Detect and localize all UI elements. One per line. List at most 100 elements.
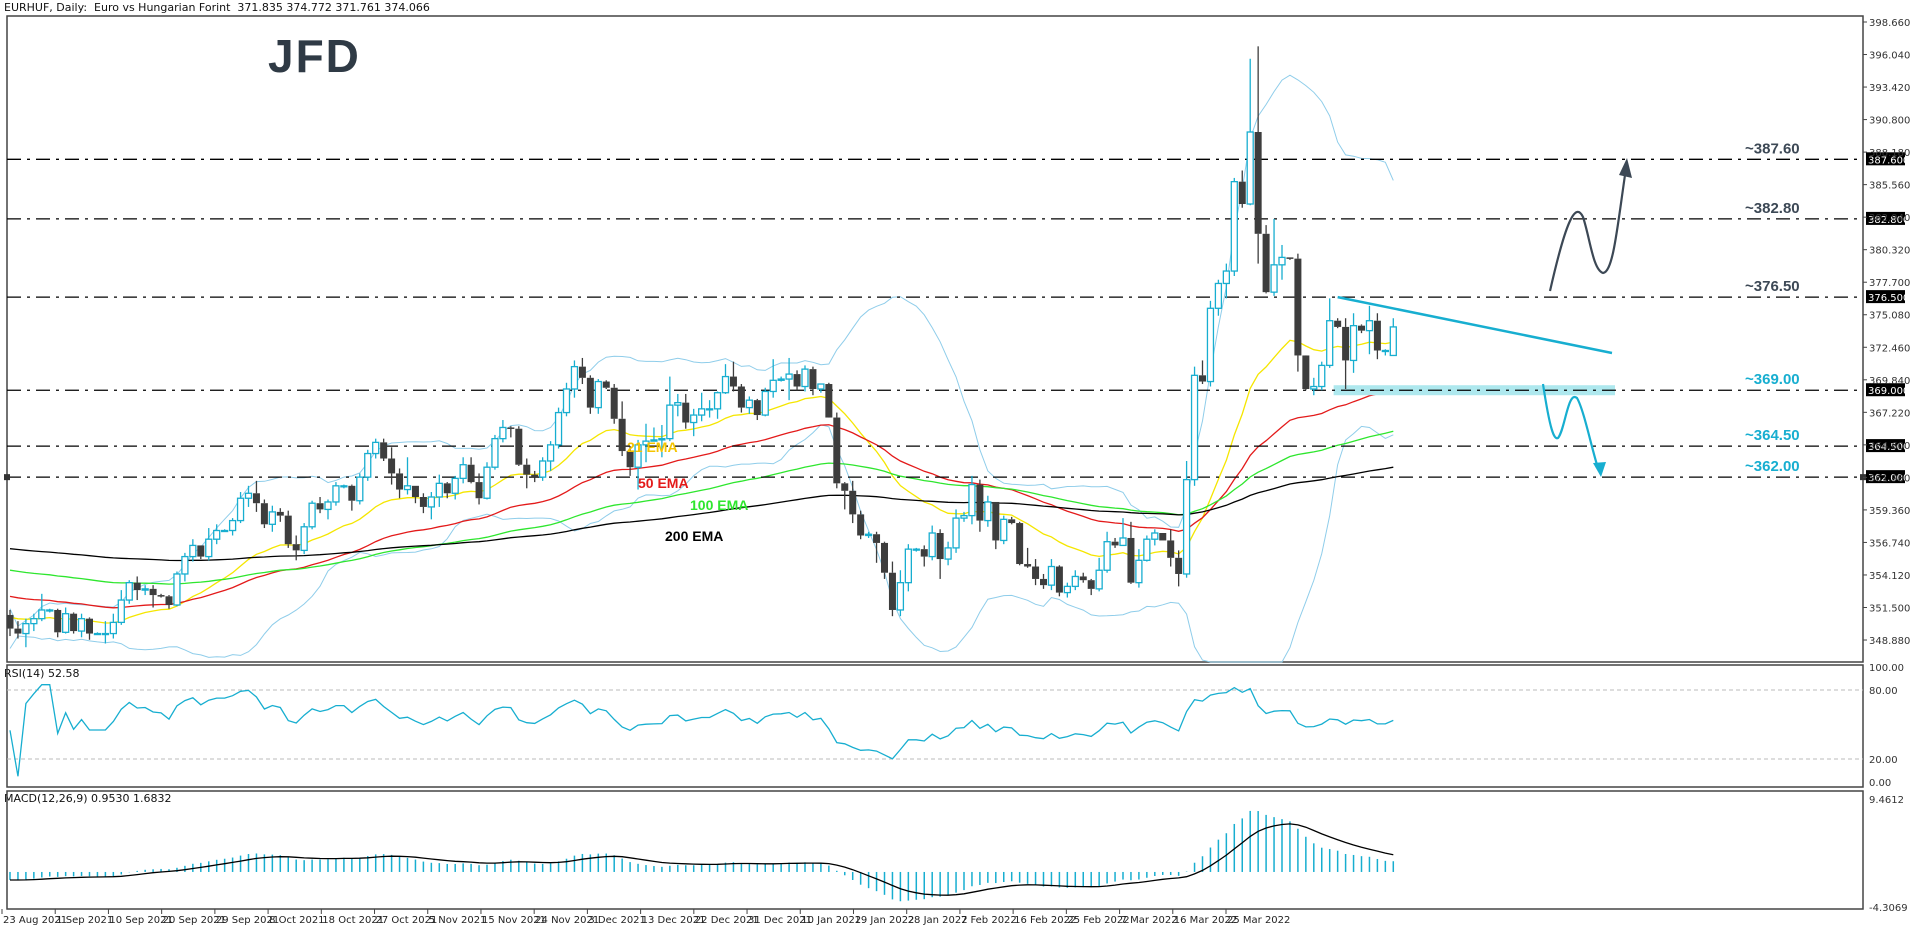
bull-candle [1103, 531, 1111, 573]
bull-candle [491, 434, 499, 470]
bear-candle [618, 401, 626, 457]
macd-tick-label: 9.4612 [1869, 795, 1904, 806]
bull-candle [698, 392, 706, 422]
rsi-tick-label: 100.00 [1869, 663, 1904, 674]
rsi-label: RSI(14) 52.58 [4, 667, 80, 680]
bear-candle [276, 508, 284, 522]
bear-candle [419, 493, 427, 514]
candlesticks [6, 46, 1397, 648]
bull-candle [117, 590, 125, 625]
bull-candle [1000, 515, 1008, 545]
date-tick-label: 10 Sep 2021 [109, 915, 172, 926]
bear-candle [86, 617, 93, 640]
bear-candle [682, 393, 690, 429]
price-tick-label: 369.840 [1869, 376, 1910, 387]
bear-candle [1079, 572, 1087, 583]
rsi-tick-label: 20.00 [1869, 755, 1898, 766]
bull-candle [109, 613, 117, 639]
bear-candle [197, 545, 205, 560]
descending-trendline [1337, 295, 1613, 355]
bull-candle [1119, 518, 1127, 547]
support-zone-369 [1333, 385, 1615, 396]
bull-candle [125, 580, 133, 604]
rsi-panel: 100.00 80.00 20.00 0.00 [7, 663, 1904, 789]
bear-candle [833, 412, 841, 489]
bull-candle [30, 613, 38, 632]
price-tick-label: 382.940 [1869, 213, 1910, 224]
bull-candle [300, 523, 308, 555]
date-tick-label: 25 Mar 2022 [1227, 915, 1290, 926]
bull-candle [427, 492, 436, 520]
bearish-scenario-arrow [1541, 383, 1600, 469]
axis-level-tag [1866, 439, 1905, 453]
bear-candle [316, 496, 324, 514]
horizontal-levels: ~387.60 ~382.80 ~376.50 ~369.00 ~364.50 ~362.… [7, 140, 1863, 478]
bull-candle [1206, 300, 1215, 387]
bull-candle [268, 505, 277, 532]
bear-candle [849, 480, 857, 524]
bull-candle [435, 474, 443, 507]
ema-label: 100 EMA [690, 497, 748, 513]
bullish-scenario-arrow [1548, 174, 1627, 292]
axis-level-value: 364.500 [1868, 442, 1909, 453]
date-tick-label: 28 Jan 2022 [908, 915, 968, 926]
bull-candle [984, 495, 992, 527]
level-label: ~362.00 [1745, 458, 1800, 475]
bull-candle [1222, 263, 1230, 299]
ema-label: 50 EMA [638, 475, 689, 491]
bull-candle [1182, 460, 1191, 578]
bear-candle [507, 426, 515, 438]
bull-candle [62, 607, 70, 634]
bear-candle [54, 608, 62, 638]
axis-level-tag [1866, 152, 1905, 166]
rsi-tick-label: 80.00 [1869, 686, 1898, 697]
bull-candle [1190, 366, 1199, 486]
left-edge-marker [4, 474, 10, 481]
bull-candle [1381, 349, 1389, 356]
price-axis[interactable]: 387.600 382.800 376.500 369.000 364.500 362.0… [1863, 18, 1910, 647]
bull-candle [308, 500, 316, 530]
bull-candle [634, 439, 642, 490]
price-tick-label: 388.180 [1869, 148, 1910, 159]
bear-candle [976, 479, 984, 532]
date-tick-label: 23 Aug 2021 [3, 915, 67, 926]
date-tick-label: 27 Oct 2021 [376, 915, 438, 926]
bear-candle [881, 541, 888, 579]
bear-candle [1111, 537, 1119, 548]
bull-candle [817, 383, 825, 393]
bull-candle [181, 552, 189, 582]
axis-level-tag [1866, 383, 1905, 397]
macd-panel: 9.4612 -4.3069 [9, 795, 1908, 914]
level-label: ~382.80 [1745, 200, 1800, 217]
bull-candle [101, 621, 110, 644]
bear-candle [523, 458, 531, 489]
bull-candle [777, 376, 785, 382]
bull-candle [1365, 305, 1374, 355]
bull-candle [785, 357, 793, 401]
bull-candle [93, 632, 102, 636]
bull-candle [205, 528, 213, 561]
bull-candle [690, 408, 698, 437]
bull-candle [38, 593, 46, 622]
bear-candle [1286, 257, 1294, 260]
bull-candle [332, 482, 340, 506]
bull-candle [896, 570, 905, 617]
bull-candle [1214, 279, 1223, 316]
bear-candle [729, 361, 737, 392]
bull-candle [928, 525, 936, 561]
date-tick-label: 10 Jan 2022 [801, 915, 861, 926]
bear-candle [1024, 547, 1032, 568]
bear-candle [825, 382, 833, 418]
bear-candle [1358, 324, 1365, 334]
macd-label: MACD(12,26,9) 0.9530 1.6832 [4, 792, 172, 805]
rsi-line [9, 684, 1394, 777]
bull-candle [761, 387, 769, 417]
bull-candle [539, 457, 547, 481]
bull-candle [769, 359, 777, 398]
bull-candle [244, 485, 253, 507]
bear-candle [515, 426, 523, 466]
bear-candle [1040, 573, 1047, 589]
price-tick-label: 359.360 [1869, 506, 1910, 517]
